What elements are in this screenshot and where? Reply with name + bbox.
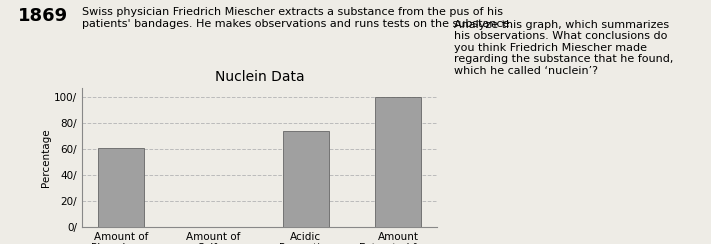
Bar (375, 97, 421, 227)
Text: Analyze this graph, which summarizes
his observations. What conclusions do
you t: Analyze this graph, which summarizes his… (454, 20, 673, 76)
Y-axis label: Percentage: Percentage (41, 128, 51, 187)
Text: 1869: 1869 (18, 7, 68, 25)
Bar (98, 148, 144, 227)
Text: Swiss physician Friedrich Miescher extracts a substance from the pus of his
pati: Swiss physician Friedrich Miescher extra… (82, 7, 513, 29)
Bar (282, 131, 328, 227)
Title: Nuclein Data: Nuclein Data (215, 70, 304, 84)
